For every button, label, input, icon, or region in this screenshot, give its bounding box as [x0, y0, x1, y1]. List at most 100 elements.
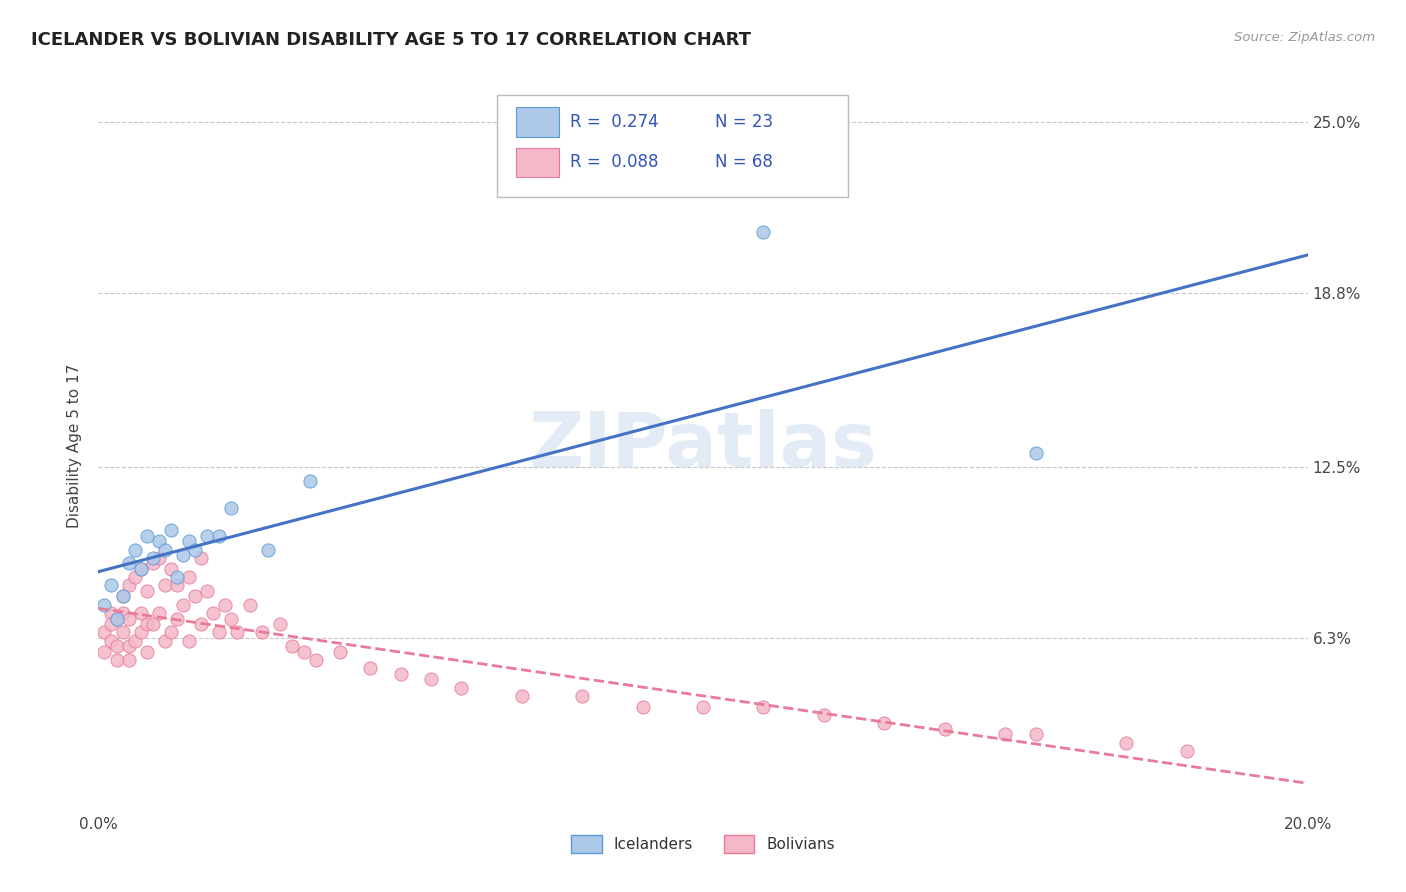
Point — [142, 617, 165, 632]
Point — [184, 590, 207, 604]
Point — [100, 578, 122, 592]
Point — [129, 562, 152, 576]
Point — [239, 598, 262, 612]
Point — [208, 529, 231, 543]
Point — [111, 625, 134, 640]
Point — [450, 681, 472, 695]
Point — [129, 606, 152, 620]
Point — [190, 617, 212, 632]
Point — [135, 617, 157, 632]
Point — [111, 590, 134, 604]
Point — [420, 672, 443, 686]
Point — [111, 590, 134, 604]
Point — [752, 225, 775, 239]
Point — [124, 570, 146, 584]
Point — [752, 699, 775, 714]
Text: N = 23: N = 23 — [716, 113, 773, 131]
Point — [214, 598, 236, 612]
Point — [184, 542, 207, 557]
Point — [153, 578, 176, 592]
Point — [148, 606, 170, 620]
Point — [1115, 736, 1137, 750]
Point — [142, 557, 165, 571]
Point — [100, 606, 122, 620]
Text: R =  0.274: R = 0.274 — [569, 113, 658, 131]
Point — [135, 583, 157, 598]
Point — [100, 617, 122, 632]
Point — [250, 625, 273, 640]
Point — [148, 550, 170, 565]
Point — [360, 661, 382, 675]
Point — [631, 699, 654, 714]
Point — [160, 523, 183, 537]
Point — [160, 625, 183, 640]
FancyBboxPatch shape — [516, 107, 560, 136]
Point — [208, 625, 231, 640]
Point — [166, 611, 188, 625]
Point — [692, 699, 714, 714]
Point — [256, 542, 278, 557]
Point — [135, 645, 157, 659]
Point — [93, 625, 115, 640]
Point — [1024, 446, 1046, 460]
Point — [153, 633, 176, 648]
Point — [148, 534, 170, 549]
Point — [105, 653, 128, 667]
Point — [299, 474, 322, 488]
Point — [1024, 727, 1046, 741]
Point — [179, 633, 201, 648]
Y-axis label: Disability Age 5 to 17: Disability Age 5 to 17 — [67, 364, 83, 528]
Point — [813, 708, 835, 723]
Point — [281, 639, 304, 653]
Point — [129, 562, 152, 576]
Point — [100, 633, 122, 648]
Point — [221, 501, 243, 516]
Point — [329, 645, 352, 659]
Point — [934, 722, 956, 736]
Point — [994, 727, 1017, 741]
Point — [124, 633, 146, 648]
Point — [111, 606, 134, 620]
Point — [142, 550, 165, 565]
Point — [221, 611, 243, 625]
Point — [124, 542, 146, 557]
Point — [172, 598, 194, 612]
Point — [172, 548, 194, 562]
Legend: Icelanders, Bolivians: Icelanders, Bolivians — [565, 829, 841, 859]
Point — [571, 689, 593, 703]
Text: N = 68: N = 68 — [716, 153, 773, 171]
Point — [195, 583, 218, 598]
Point — [118, 611, 141, 625]
Point — [269, 617, 291, 632]
Point — [305, 653, 328, 667]
Point — [195, 529, 218, 543]
Point — [873, 716, 896, 731]
Point — [118, 639, 141, 653]
Point — [1175, 744, 1198, 758]
Point — [118, 557, 141, 571]
Point — [166, 578, 188, 592]
Point — [105, 611, 128, 625]
Point — [179, 570, 201, 584]
Point — [153, 542, 176, 557]
Point — [160, 562, 183, 576]
Point — [129, 625, 152, 640]
Point — [118, 578, 141, 592]
Point — [510, 689, 533, 703]
Text: Source: ZipAtlas.com: Source: ZipAtlas.com — [1234, 31, 1375, 45]
FancyBboxPatch shape — [516, 147, 560, 177]
Point — [93, 645, 115, 659]
Point — [93, 598, 115, 612]
Point — [202, 606, 225, 620]
Point — [105, 611, 128, 625]
Point — [226, 625, 249, 640]
Point — [105, 639, 128, 653]
Point — [389, 666, 412, 681]
Point — [135, 529, 157, 543]
Text: ICELANDER VS BOLIVIAN DISABILITY AGE 5 TO 17 CORRELATION CHART: ICELANDER VS BOLIVIAN DISABILITY AGE 5 T… — [31, 31, 751, 49]
Point — [179, 534, 201, 549]
Point — [118, 653, 141, 667]
Point — [292, 645, 315, 659]
Text: ZIPatlas: ZIPatlas — [529, 409, 877, 483]
FancyBboxPatch shape — [498, 95, 848, 197]
